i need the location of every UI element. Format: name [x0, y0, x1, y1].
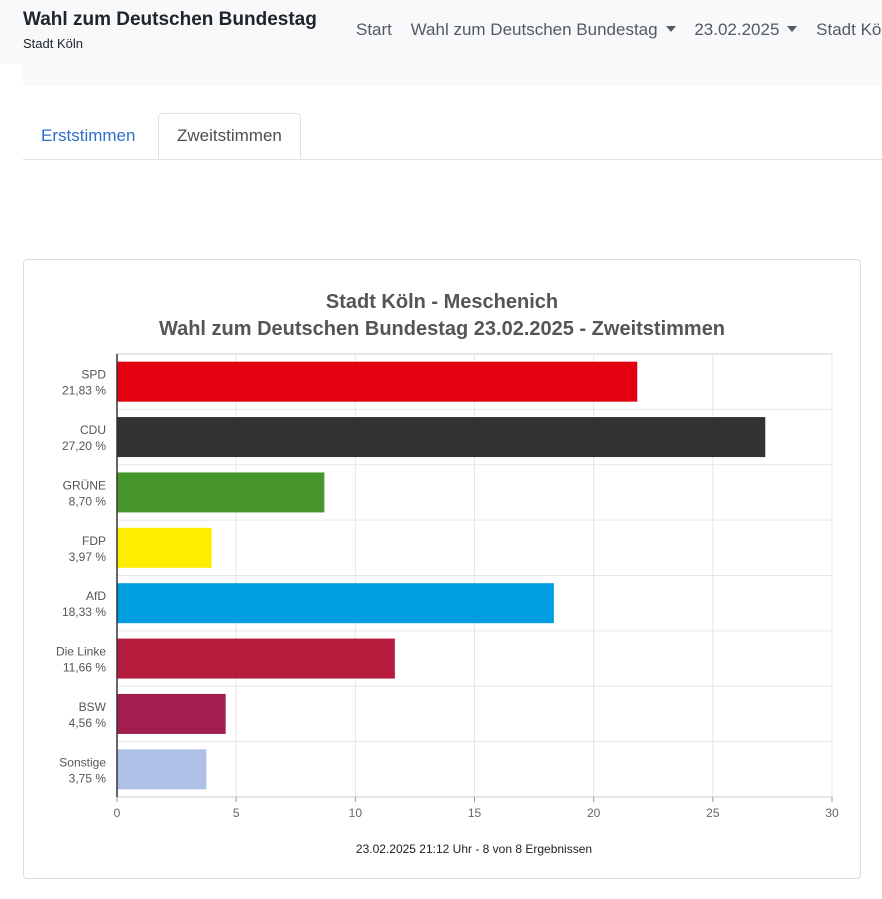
y-category-label: FDP: [82, 534, 106, 548]
x-tick-label: 5: [233, 806, 240, 820]
chart-subtitle: Wahl zum Deutschen Bundestag 23.02.2025 …: [159, 318, 725, 340]
bar-spd: [117, 361, 638, 402]
x-tick-label: 15: [468, 806, 482, 820]
nav-item-label: Start: [356, 20, 392, 39]
bar-gr-ne: [117, 472, 325, 513]
nav-item-start[interactable]: Start: [356, 20, 392, 40]
y-category-label: CDU: [80, 423, 106, 437]
y-category-label: Sonstige: [59, 755, 106, 769]
chevron-down-icon: [787, 26, 798, 33]
navbar-extension: [23, 64, 882, 86]
y-category-label: AfD: [86, 589, 106, 603]
nav-item-label: 23.02.2025: [694, 20, 780, 39]
y-value-label: 27,20 %: [62, 439, 106, 453]
chevron-down-icon: [665, 26, 676, 33]
vote-tabs: Erststimmen Zweitstimmen: [23, 113, 882, 160]
chart-title: Stadt Köln - Meschenich: [326, 291, 558, 313]
y-category-label: Die Linke: [56, 645, 106, 659]
chart-card: Stadt Köln - Meschenich Wahl zum Deutsche…: [23, 259, 861, 879]
results-chart: Stadt Köln - Meschenich Wahl zum Deutsche…: [56, 291, 839, 856]
nav-item-election[interactable]: Wahl zum Deutschen Bundestag: [411, 20, 676, 40]
bar-afd: [117, 583, 554, 624]
y-value-label: 8,70 %: [69, 494, 107, 508]
x-tick-label: 0: [114, 806, 121, 820]
x-tick-label: 25: [706, 806, 720, 820]
bar-cdu: [117, 417, 766, 458]
tab-erststimmen[interactable]: Erststimmen: [41, 126, 136, 145]
nav-item-label: Stadt Köln: [816, 20, 882, 39]
tab-zweitstimmen[interactable]: Zweitstimmen: [158, 113, 301, 159]
bar-bsw: [117, 693, 226, 734]
nav-menu: Start Wahl zum Deutschen Bundestag 23.02…: [356, 20, 882, 40]
nav-item-date[interactable]: 23.02.2025: [694, 20, 798, 40]
x-tick-label: 20: [587, 806, 601, 820]
bar-sonstige: [117, 749, 207, 790]
chart-footer: 23.02.2025 21:12 Uhr - 8 von 8 Ergebniss…: [356, 842, 592, 856]
y-value-label: 3,75 %: [69, 771, 107, 785]
x-tick-label: 10: [349, 806, 363, 820]
y-category-label: BSW: [79, 700, 107, 714]
brand-title[interactable]: Wahl zum Deutschen Bundestag: [23, 9, 317, 30]
brand-subtitle: Stadt Köln: [23, 36, 83, 51]
nav-item-city[interactable]: Stadt Köln: [816, 20, 882, 40]
y-value-label: 11,66 %: [63, 661, 106, 675]
y-category-label: GRÜNE: [63, 478, 106, 492]
y-value-label: 21,83 %: [62, 384, 106, 398]
bar-fdp: [117, 527, 212, 568]
x-tick-label: 30: [825, 806, 839, 820]
y-value-label: 18,33 %: [62, 605, 106, 619]
y-category-label: SPD: [81, 368, 106, 382]
y-value-label: 3,97 %: [69, 550, 107, 564]
nav-item-label: Wahl zum Deutschen Bundestag: [410, 20, 658, 39]
navbar: Wahl zum Deutschen Bundestag Stadt Köln …: [0, 0, 882, 64]
bar-die-linke: [117, 638, 395, 679]
y-value-label: 4,56 %: [69, 716, 107, 730]
